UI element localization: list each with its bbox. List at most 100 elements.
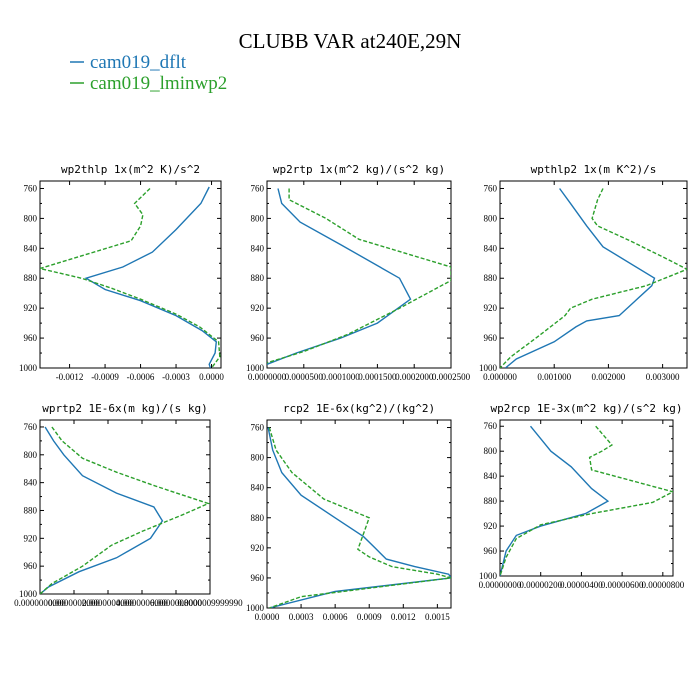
panels: wp2thlp 1x(m^2 K)/s^2 760 800 840 880 920 960 1…	[14, 163, 688, 622]
y-tick-label: 960	[251, 333, 265, 343]
y-tick-label: 840	[484, 471, 498, 481]
y-tick-label: 1000	[479, 363, 498, 373]
y-tick-label: 880	[484, 496, 498, 506]
y-tick-label: 800	[251, 213, 265, 223]
y-tick-label: 1000	[479, 571, 498, 581]
panel-1: wp2thlp 1x(m^2 K)/s^2 760 800 840 880 920 960 1…	[19, 163, 224, 382]
y-tick-label: 960	[484, 333, 498, 343]
y-tick-label: 920	[251, 303, 265, 313]
series-line-dflt	[504, 188, 656, 368]
panel-frame	[499, 180, 688, 369]
y-tick-label: 800	[484, 213, 498, 223]
series-line-lminwp2	[500, 188, 687, 368]
y-tick-label: 960	[251, 573, 265, 583]
y-tick-label: 880	[24, 505, 38, 515]
panel-title: wp2thlp 1x(m^2 K)/s^2	[61, 163, 200, 176]
x-tick-label: 0.0000002000	[48, 598, 100, 608]
x-tick-label: 0.00000400	[560, 580, 603, 590]
y-tick-label: 760	[484, 183, 498, 193]
x-tick-label: 0.0012	[391, 612, 416, 622]
x-tick-label: 0.0000008000	[150, 598, 202, 608]
series-line-dflt	[500, 425, 610, 576]
x-tick-label: 0.001000	[537, 372, 571, 382]
x-tick-label: 0.0000	[199, 372, 224, 382]
y-tick-label: 800	[24, 450, 38, 460]
panel-title: wp2rcp 1E-3x(m^2 kg)/(s^2 kg)	[490, 402, 682, 415]
y-tick-label: 880	[251, 273, 265, 283]
y-tick-label: 1000	[246, 603, 265, 613]
y-tick-label: 920	[24, 533, 38, 543]
y-tick-label: 960	[24, 333, 38, 343]
y-tick-label: 880	[484, 273, 498, 283]
panel-6: wp2rcp 1E-3x(m^2 kg)/(s^2 kg) 760 800 840 88…	[479, 402, 685, 590]
panel-3: wpthlp2 1x(m K^2)/s 760 800 840 880 920 960 100…	[479, 163, 688, 382]
y-tick-label: 840	[484, 243, 498, 253]
x-tick-label: -0.0006	[127, 372, 155, 382]
y-tick-label: 880	[251, 513, 265, 523]
figure-title: CLUBB VAR at240E,29N	[239, 29, 462, 53]
y-tick-label: 960	[24, 561, 38, 571]
panel-frame	[266, 419, 452, 609]
x-tick-label: 0.0000500	[285, 372, 324, 382]
panel-title: rcp2 1E-6x(kg^2)/(kg^2)	[283, 402, 435, 415]
panel-frame	[499, 419, 674, 577]
y-tick-label: 840	[251, 243, 265, 253]
y-tick-label: 920	[484, 303, 498, 313]
x-tick-label: -0.0003	[162, 372, 190, 382]
series-line-lminwp2	[500, 425, 673, 576]
panel-title: wpthlp2 1x(m K^2)/s	[531, 163, 657, 176]
x-tick-label: -0.0009	[91, 372, 119, 382]
x-tick-label: 0.0000004000	[82, 598, 134, 608]
x-tick-label: 0.00000800	[641, 580, 684, 590]
x-tick-label: 0.00000000	[479, 580, 522, 590]
x-tick-label: 0.0000000000	[14, 598, 66, 608]
y-tick-label: 840	[24, 243, 38, 253]
x-tick-label: 0.0003	[289, 612, 314, 622]
y-tick-label: 760	[251, 423, 265, 433]
y-tick-label: 760	[24, 422, 38, 432]
x-tick-label: 0.0006	[323, 612, 348, 622]
x-tick-label: 0.0002500	[432, 372, 471, 382]
panel-title: wp2rtp 1x(m^2 kg)/(s^2 kg)	[273, 163, 445, 176]
series-line-dflt	[84, 186, 218, 368]
y-tick-label: 800	[24, 213, 38, 223]
x-tick-label: 0.0001500	[358, 372, 397, 382]
x-tick-label: 0.000000	[483, 372, 517, 382]
x-tick-label: -0.0012	[56, 372, 84, 382]
y-tick-label: 1000	[19, 363, 38, 373]
panel-frame	[266, 180, 452, 369]
series-line-lminwp2	[40, 426, 210, 594]
x-tick-label: 0.003000	[646, 372, 680, 382]
x-tick-label: 0.00000600	[601, 580, 644, 590]
y-tick-label: 800	[251, 453, 265, 463]
x-tick-label: 0.0015	[425, 612, 450, 622]
y-tick-label: 840	[251, 483, 265, 493]
series-line-dflt	[40, 426, 164, 594]
y-tick-label: 1000	[19, 589, 38, 599]
series-line-lminwp2	[267, 188, 451, 364]
x-tick-label: 0.0000009999990	[177, 598, 243, 608]
legend-label-lminwp2: cam019_lminwp2	[90, 73, 227, 94]
panel-frame	[39, 180, 222, 369]
y-tick-label: 920	[484, 521, 498, 531]
y-tick-label: 920	[251, 543, 265, 553]
x-tick-label: 0.0001000	[321, 372, 360, 382]
x-tick-label: 0.0000000	[248, 372, 287, 382]
panel-title: wprtp2 1E-6x(m kg)/(s kg)	[42, 402, 208, 415]
x-tick-label: 0.0002000	[395, 372, 434, 382]
series-line-dflt	[267, 427, 451, 608]
panel-4: wprtp2 1E-6x(m kg)/(s kg) 760 800 840 880 920…	[14, 402, 243, 608]
series-line-lminwp2	[268, 427, 451, 608]
legend: cam019_dflt cam019_lminwp2	[70, 52, 227, 94]
y-tick-label: 960	[484, 546, 498, 556]
y-tick-label: 760	[24, 183, 38, 193]
y-tick-label: 920	[24, 303, 38, 313]
y-tick-label: 760	[251, 183, 265, 193]
y-tick-label: 880	[24, 273, 38, 283]
y-tick-label: 760	[484, 421, 498, 431]
panel-5: rcp2 1E-6x(kg^2)/(kg^2) 760 800 840 880 920 96…	[246, 402, 452, 622]
x-tick-label: 0.00000200	[519, 580, 562, 590]
x-tick-label: 0.0009	[357, 612, 382, 622]
legend-label-dflt: cam019_dflt	[90, 52, 187, 73]
